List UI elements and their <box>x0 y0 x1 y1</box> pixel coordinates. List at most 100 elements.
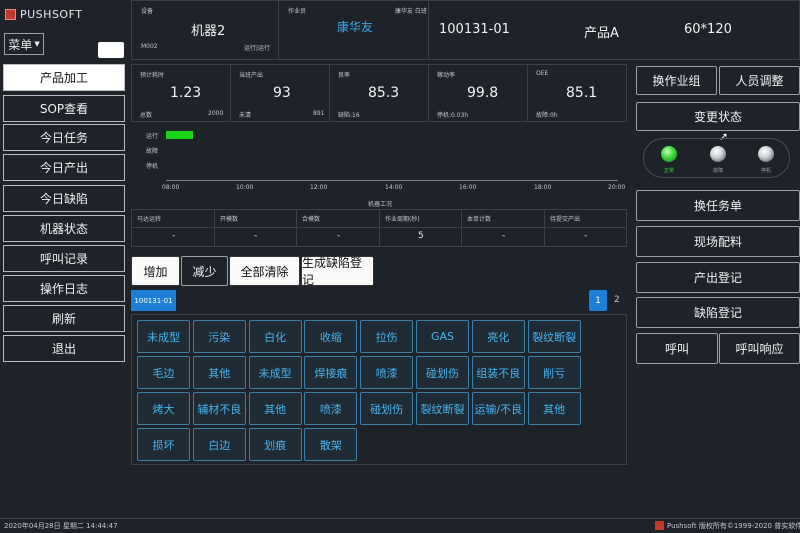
header-bar <box>131 0 800 60</box>
val-pending-output: - <box>584 231 588 241</box>
menu-label: 菜单 <box>8 37 33 52</box>
defect-button[interactable]: 碰划伤 <box>416 356 469 389</box>
operator-name[interactable]: 康华友 <box>337 20 374 34</box>
menu-button[interactable]: 菜单 ▼ <box>4 33 44 55</box>
col-close-count: 合模数 <box>302 216 321 223</box>
kpi-title-yield: 良率 <box>338 72 351 79</box>
defect-button[interactable]: 白化 <box>248 320 302 353</box>
col-motor: 马达运转 <box>137 216 162 223</box>
status-label-normal: 正常 <box>664 168 675 174</box>
defect-register-button[interactable]: 缺陷登记 <box>636 297 800 328</box>
val-motor: - <box>172 231 176 241</box>
defect-button[interactable]: 削亏 <box>527 356 581 389</box>
operator-shift: 康华友 白班 <box>395 8 427 15</box>
defect-button[interactable]: 白边 <box>192 428 246 461</box>
status-lamp-stop[interactable] <box>758 146 774 162</box>
sidebar-item-today-defects[interactable]: 今日缺陷 <box>3 185 125 212</box>
defect-button[interactable]: 组装不良 <box>471 356 525 389</box>
defect-button[interactable]: 未成型 <box>137 320 190 353</box>
change-task-button[interactable]: 换任务单 <box>636 190 800 221</box>
legend-fault: 故障 <box>146 148 159 155</box>
status-lamp-panel <box>643 138 790 178</box>
val-close-count: - <box>337 231 341 241</box>
defect-button[interactable]: 其他 <box>192 356 246 389</box>
defect-button[interactable]: 污染 <box>192 320 246 353</box>
reduce-button[interactable]: 减少 <box>181 256 228 286</box>
defect-button[interactable]: 裂纹断裂 <box>416 392 469 425</box>
defect-button[interactable]: 其他 <box>527 392 581 425</box>
kpi-sub-total-value: 2000 <box>208 110 224 117</box>
kpi-value-yield: 85.3 <box>368 85 400 101</box>
change-group-button[interactable]: 换作业组 <box>636 66 717 95</box>
brand-logo <box>5 9 16 20</box>
page-2-button[interactable]: 2 <box>614 295 620 305</box>
page-1-button[interactable]: 1 <box>589 290 607 311</box>
defect-button[interactable]: 碰划伤 <box>360 392 414 425</box>
defect-button[interactable]: 拉伤 <box>360 320 414 353</box>
defect-button[interactable]: 未成型 <box>248 356 302 389</box>
defect-button[interactable]: 损坏 <box>137 428 190 461</box>
defect-button[interactable]: 裂纹断裂 <box>527 320 581 353</box>
order-tab[interactable]: 100131-01 <box>131 290 176 311</box>
call-button[interactable]: 呼叫 <box>636 333 718 364</box>
kpi-sub-pending-label: 未清 <box>239 112 252 119</box>
chevron-down-icon: ▼ <box>34 40 40 48</box>
defect-button[interactable]: 喷漆 <box>304 392 358 425</box>
sidebar-item-today-output[interactable]: 今日产出 <box>3 154 125 181</box>
kpi-title-oee: OEE <box>536 70 549 77</box>
sidebar-item-sop[interactable]: SOP查看 <box>3 95 125 122</box>
tick-0800: 08:00 <box>162 184 180 191</box>
kpi-sub-defects: 缺陷:16 <box>338 112 360 119</box>
col-open-count: 开模数 <box>220 216 239 223</box>
defect-button[interactable]: 运输/不良 <box>471 392 525 425</box>
sidebar-item-refresh[interactable]: 刷新 <box>3 305 125 332</box>
kpi-sub-total-label: 总数 <box>140 112 153 119</box>
defect-button[interactable]: 亮化 <box>471 320 525 353</box>
col-pending-output: 待提交产出 <box>550 216 581 223</box>
status-label-stop: 停机 <box>761 168 772 174</box>
cursor-icon: ➚ <box>719 130 729 143</box>
change-status-button[interactable]: 变更状态 <box>636 102 800 131</box>
defect-button[interactable]: GAS <box>416 320 469 353</box>
sidebar-item-product-processing[interactable]: 产品加工 <box>3 64 125 91</box>
defect-button[interactable]: 其他 <box>248 392 302 425</box>
status-lamp-fault[interactable] <box>710 146 726 162</box>
kpi-value-oee: 85.1 <box>566 85 598 101</box>
call-response-button[interactable]: 呼叫响应 <box>719 333 800 364</box>
sidebar-item-call-records[interactable]: 呼叫记录 <box>3 245 125 272</box>
output-register-button[interactable]: 产出登记 <box>636 262 800 293</box>
sidebar-item-today-tasks[interactable]: 今日任务 <box>3 124 125 151</box>
kpi-sub-downtime: 停机:0.03h <box>437 112 469 119</box>
defect-button[interactable]: 散架 <box>304 428 358 461</box>
tick-1600: 16:00 <box>459 184 477 191</box>
device-label: 设备 <box>141 8 154 15</box>
staff-adjust-button[interactable]: 人员调整 <box>719 66 800 95</box>
operator-label: 作业员 <box>288 8 307 15</box>
defect-button[interactable]: 收缩 <box>304 320 358 353</box>
generate-defect-button[interactable]: 生成缺陷登记 <box>301 256 374 287</box>
onsite-material-button[interactable]: 现场配料 <box>636 226 800 257</box>
tick-1000: 10:00 <box>236 184 254 191</box>
defect-button[interactable]: 划痕 <box>248 428 302 461</box>
tick-2000: 20:00 <box>608 184 626 191</box>
kpi-title-shift-output: 当班产出 <box>239 72 264 79</box>
clear-all-button[interactable]: 全部清除 <box>229 256 300 286</box>
val-open-count: - <box>254 231 258 241</box>
kpi-value-utilization: 99.8 <box>467 85 499 101</box>
defect-button[interactable]: 辅材不良 <box>192 392 246 425</box>
device-status: 运行|运行 <box>244 45 271 52</box>
toggle-button[interactable] <box>98 42 124 58</box>
kpi-sub-fault: 故障:0h <box>536 112 558 119</box>
legend-stopped: 停机 <box>146 163 159 170</box>
sidebar-item-exit[interactable]: 退出 <box>3 335 125 362</box>
defect-button[interactable]: 烤大 <box>137 392 190 425</box>
defect-button[interactable]: 焊接痕 <box>304 356 358 389</box>
device-code: M002 <box>141 43 158 50</box>
sidebar-item-machine-status[interactable]: 机器状态 <box>3 215 125 242</box>
add-button[interactable]: 增加 <box>131 256 180 286</box>
defect-button[interactable]: 毛边 <box>137 356 190 389</box>
status-lamp-normal[interactable] <box>661 146 677 162</box>
defect-button[interactable]: 喷漆 <box>360 356 414 389</box>
footer-logo <box>655 521 664 530</box>
sidebar-item-operation-log[interactable]: 操作日志 <box>3 275 125 302</box>
